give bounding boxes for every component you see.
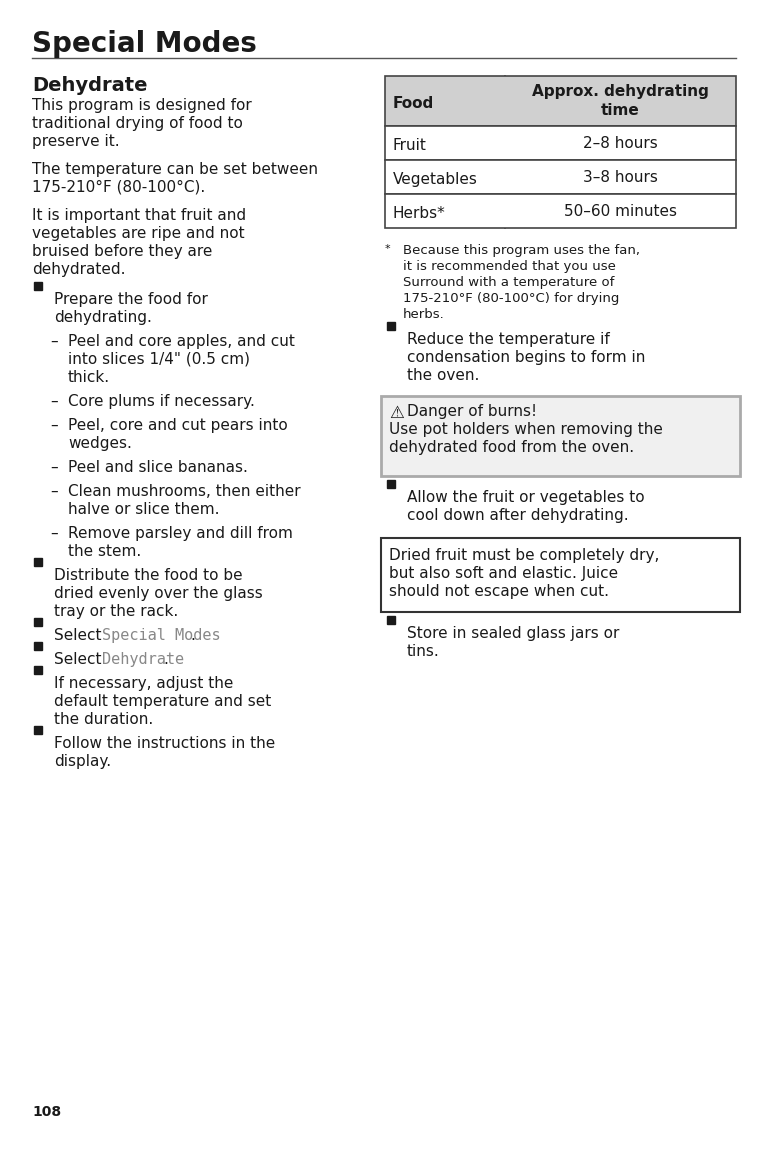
Text: default temperature and set: default temperature and set — [54, 694, 271, 709]
Text: tins.: tins. — [407, 643, 440, 660]
Text: 175-210°F (80-100°C) for drying: 175-210°F (80-100°C) for drying — [403, 292, 619, 304]
Bar — [385, 76, 736, 126]
Text: Clean mushrooms, then either: Clean mushrooms, then either — [68, 484, 300, 499]
Text: Special Modes: Special Modes — [32, 30, 257, 57]
Bar — [34, 642, 42, 650]
Text: Dehydrate: Dehydrate — [32, 76, 147, 95]
Text: –: – — [50, 526, 58, 541]
Text: –: – — [50, 484, 58, 499]
Text: should not escape when cut.: should not escape when cut. — [389, 584, 609, 599]
Bar — [381, 538, 740, 612]
Text: Approx. dehydrating
time: Approx. dehydrating time — [532, 84, 709, 118]
Text: This program is designed for: This program is designed for — [32, 98, 252, 113]
Text: Dried fruit must be completely dry,: Dried fruit must be completely dry, — [389, 548, 660, 563]
Text: the duration.: the duration. — [54, 712, 154, 727]
Bar — [34, 666, 42, 674]
Text: –: – — [50, 418, 58, 433]
Text: Reduce the temperature if: Reduce the temperature if — [407, 332, 610, 347]
Text: bruised before they are: bruised before they are — [32, 244, 213, 259]
Text: condensation begins to form in: condensation begins to form in — [407, 350, 645, 365]
Bar — [385, 194, 736, 228]
Text: thick.: thick. — [68, 370, 110, 385]
Text: the stem.: the stem. — [68, 543, 141, 560]
Bar — [34, 618, 42, 626]
Bar — [34, 726, 42, 734]
Bar — [381, 396, 740, 476]
Text: wedges.: wedges. — [68, 435, 132, 452]
Text: Remove parsley and dill from: Remove parsley and dill from — [68, 526, 293, 541]
Text: dehydrated food from the oven.: dehydrated food from the oven. — [389, 440, 634, 455]
Text: it is recommended that you use: it is recommended that you use — [403, 260, 616, 273]
Text: 108: 108 — [32, 1105, 61, 1119]
Text: herbs.: herbs. — [403, 308, 445, 321]
Text: 2–8 hours: 2–8 hours — [583, 136, 658, 151]
Text: Store in sealed glass jars or: Store in sealed glass jars or — [407, 626, 619, 641]
Text: the oven.: the oven. — [407, 368, 479, 383]
Text: but also soft and elastic. Juice: but also soft and elastic. Juice — [389, 566, 618, 581]
Text: traditional drying of food to: traditional drying of food to — [32, 116, 243, 131]
Text: dehydrating.: dehydrating. — [54, 310, 152, 325]
Text: *: * — [385, 244, 391, 254]
Bar — [385, 160, 736, 194]
Bar — [385, 126, 736, 160]
Text: dried evenly over the glass: dried evenly over the glass — [54, 586, 263, 601]
Bar — [34, 558, 42, 566]
Text: cool down after dehydrating.: cool down after dehydrating. — [407, 508, 629, 523]
Bar — [34, 282, 42, 290]
Text: display.: display. — [54, 754, 111, 769]
Text: –: – — [50, 394, 58, 409]
Text: ⚠: ⚠ — [389, 404, 404, 422]
Text: Peel and core apples, and cut: Peel and core apples, and cut — [68, 334, 295, 349]
Text: Core plums if necessary.: Core plums if necessary. — [68, 394, 255, 409]
Bar — [387, 480, 395, 488]
Text: Food: Food — [393, 97, 434, 111]
Text: It is important that fruit and: It is important that fruit and — [32, 208, 246, 223]
Text: preserve it.: preserve it. — [32, 134, 120, 149]
Text: Surround with a temperature of: Surround with a temperature of — [403, 276, 614, 290]
Text: Peel and slice bananas.: Peel and slice bananas. — [68, 460, 248, 475]
Text: Peel, core and cut pears into: Peel, core and cut pears into — [68, 418, 288, 433]
Text: halve or slice them.: halve or slice them. — [68, 502, 220, 517]
Text: Distribute the food to be: Distribute the food to be — [54, 568, 243, 583]
Text: 175-210°F (80-100°C).: 175-210°F (80-100°C). — [32, 180, 205, 195]
Text: Select: Select — [54, 651, 107, 668]
Text: –: – — [50, 460, 58, 475]
Text: .: . — [163, 651, 168, 668]
Bar — [387, 616, 395, 624]
Text: –: – — [50, 334, 58, 349]
Text: Danger of burns!: Danger of burns! — [407, 404, 537, 419]
Text: Use pot holders when removing the: Use pot holders when removing the — [389, 422, 663, 437]
Text: 3–8 hours: 3–8 hours — [583, 170, 658, 185]
Text: Special Modes: Special Modes — [101, 629, 220, 643]
Text: Herbs*: Herbs* — [393, 206, 445, 221]
Bar — [387, 322, 395, 330]
Text: Vegetables: Vegetables — [393, 172, 478, 187]
Text: If necessary, adjust the: If necessary, adjust the — [54, 676, 233, 691]
Text: Fruit: Fruit — [393, 138, 427, 153]
Text: Dehydrate: Dehydrate — [101, 651, 184, 668]
Text: Prepare the food for: Prepare the food for — [54, 292, 208, 307]
Text: Follow the instructions in the: Follow the instructions in the — [54, 737, 275, 751]
Text: vegetables are ripe and not: vegetables are ripe and not — [32, 226, 245, 241]
Text: The temperature can be set between: The temperature can be set between — [32, 162, 318, 177]
Text: Allow the fruit or vegetables to: Allow the fruit or vegetables to — [407, 489, 644, 506]
Text: 50–60 minutes: 50–60 minutes — [564, 203, 677, 218]
Text: Because this program uses the fan,: Because this program uses the fan, — [403, 244, 640, 257]
Text: Select: Select — [54, 629, 107, 643]
Text: into slices 1/4" (0.5 cm): into slices 1/4" (0.5 cm) — [68, 352, 250, 367]
Text: tray or the rack.: tray or the rack. — [54, 604, 178, 619]
Text: .: . — [190, 629, 195, 643]
Text: dehydrated.: dehydrated. — [32, 262, 125, 277]
